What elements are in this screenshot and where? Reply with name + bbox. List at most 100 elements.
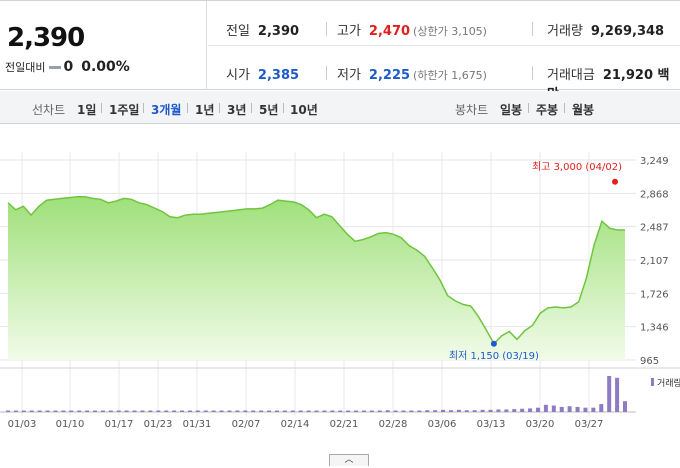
period-3y[interactable]: 3년 — [227, 103, 247, 117]
divider — [219, 103, 220, 113]
period-1y[interactable]: 1년 — [195, 103, 215, 117]
prev-close: 전일 2,390 — [226, 20, 299, 39]
open-value: 2,385 — [257, 68, 300, 83]
upper-limit: (상한가 3,105) — [413, 25, 487, 38]
x-tick-label: 01/23 — [144, 419, 173, 430]
open-price: 시가 2,385 — [226, 64, 299, 83]
volume-bar — [377, 410, 382, 412]
divider — [564, 103, 565, 113]
current-price-box: 2,390 전일대비 0 0.00% — [0, 1, 207, 90]
volume-bar — [195, 410, 200, 412]
volume-bar — [29, 410, 34, 412]
volume-label: 거래량 — [547, 24, 583, 39]
prev-close-label: 전일 — [226, 24, 250, 39]
volume-bar — [211, 410, 216, 412]
volume-bar — [480, 409, 485, 412]
change-value: 0 — [63, 59, 74, 75]
volume-bar — [543, 404, 548, 412]
volume-bar — [227, 410, 232, 412]
x-tick-label: 03/06 — [428, 419, 457, 430]
volume-bar — [180, 410, 185, 412]
candle-monthly[interactable]: 월봉 — [572, 103, 595, 117]
volume-bar — [559, 406, 564, 412]
y-tick-label: 3,249 — [640, 156, 669, 167]
period-5y[interactable]: 5년 — [259, 103, 279, 117]
x-tick-label: 03/13 — [477, 419, 506, 430]
divider — [101, 103, 102, 113]
quote-divider — [208, 45, 680, 46]
volume-bar — [425, 410, 430, 412]
chevron-up-icon: ︿ — [344, 455, 354, 465]
volume-bar — [464, 410, 469, 412]
volume-bar — [45, 410, 50, 412]
volume-bar — [615, 377, 620, 412]
y-tick-label: 2,868 — [640, 189, 669, 200]
period-1w[interactable]: 1주일 — [109, 103, 140, 117]
volume-bar — [93, 410, 98, 412]
candle-chart-label: 봉차트 — [455, 103, 489, 117]
volume-bar — [535, 407, 540, 412]
y-tick-label: 2,107 — [640, 256, 669, 267]
volume-bar — [282, 410, 287, 412]
price-chart[interactable]: 3,249 2,868 2,487 2,107 1,726 1,346 965 01/03 01… — [0, 124, 680, 468]
high-price: 고가 2,470 (상한가 3,105) — [337, 20, 487, 39]
volume-bar — [346, 410, 351, 412]
volume-bar — [361, 410, 366, 412]
period-10y[interactable]: 10년 — [290, 103, 318, 117]
volume-bar — [354, 410, 359, 412]
volume-bar — [85, 410, 90, 412]
amount-label: 거래대금 — [547, 68, 595, 83]
max-annotation: 최고 3,000 (04/02) — [532, 161, 622, 173]
volume-bar — [6, 410, 10, 412]
volume-bar — [417, 410, 422, 412]
volume-bar — [116, 410, 121, 412]
volume-bar — [156, 410, 161, 412]
price-chart-svg: 3,249 2,868 2,487 2,107 1,726 1,346 965 01/03 01… — [0, 152, 680, 430]
volume-bar — [520, 408, 525, 412]
max-marker — [612, 178, 618, 185]
volume-bar — [488, 409, 493, 412]
volume-bar — [456, 409, 461, 412]
x-tick-label: 02/28 — [379, 419, 408, 430]
y-tick-label: 1,346 — [640, 323, 669, 334]
volume-bar — [274, 410, 279, 412]
x-tick-label: 02/21 — [330, 419, 359, 430]
volume-bar — [77, 410, 82, 412]
volume-bar — [251, 410, 256, 412]
divider — [251, 103, 252, 113]
volume-bar — [448, 410, 453, 412]
divider — [326, 22, 327, 36]
volume-bar — [306, 410, 311, 412]
volume-bar — [298, 410, 303, 412]
volume-bar — [172, 410, 177, 412]
period-1d[interactable]: 1일 — [77, 103, 97, 117]
divider — [143, 103, 144, 113]
x-tick-label: 01/17 — [105, 419, 134, 430]
candle-daily[interactable]: 일봉 — [500, 103, 523, 117]
volume-bar — [528, 408, 533, 412]
volume-bar — [338, 410, 343, 412]
volume-bar — [148, 410, 153, 412]
volume-bar — [13, 410, 18, 412]
price-area — [8, 196, 625, 360]
divider — [283, 103, 284, 113]
min-annotation: 최저 1,150 (03/19) — [449, 350, 539, 362]
candle-weekly[interactable]: 주봉 — [536, 103, 559, 117]
line-chart-label: 선차트 — [32, 103, 66, 117]
flat-icon — [49, 65, 62, 69]
volume-bar — [108, 410, 113, 412]
period-3m[interactable]: 3개월 — [151, 103, 182, 117]
volume: 거래량 9,269,348 — [547, 20, 664, 39]
volume-bar — [551, 405, 556, 412]
volume-bar — [124, 410, 129, 412]
low-value: 2,225 — [368, 68, 411, 83]
quote-panel: 2,390 전일대비 0 0.00% 전일 2,390 고가 2,470 (상한가 3… — [0, 0, 680, 102]
x-tick-label: 02/07 — [232, 419, 261, 430]
high-value: 2,470 — [368, 24, 411, 39]
lower-limit: (하한가 1,675) — [413, 69, 487, 82]
volume-bar — [53, 410, 58, 412]
volume-bar — [164, 410, 169, 412]
volume-bar — [433, 410, 438, 412]
x-tick-label: 01/03 — [8, 419, 37, 430]
collapse-button[interactable]: ︿ — [329, 454, 369, 466]
